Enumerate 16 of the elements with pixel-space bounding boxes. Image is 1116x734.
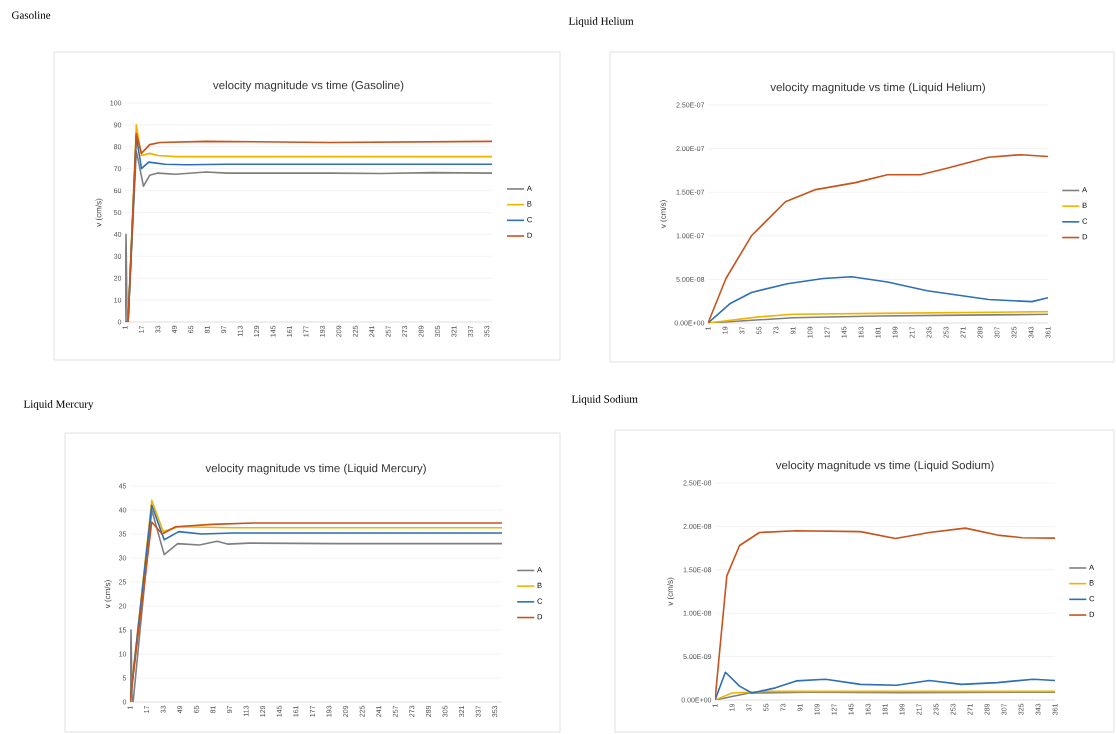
chart-title: velocity magnitude vs time (Liquid Helium) (770, 82, 985, 94)
text: Liquid Helium (568, 17, 634, 27)
text: Liquid Sodium (571, 395, 638, 405)
line-series (715, 527, 1056, 701)
line-series (708, 275, 1049, 324)
y-axis-title: v (cm/s) (104, 580, 112, 609)
line-series (715, 671, 1056, 701)
line-series (708, 153, 1049, 324)
text: Liquid Mercury (23, 400, 94, 410)
y-axis-title: v (cm/s) (95, 198, 103, 227)
text: Gasoline (11, 11, 51, 19)
chart-title: velocity magnitude vs time (Liquid Mercury) (205, 463, 426, 475)
y-axis-title: v (cm/s) (659, 200, 668, 229)
chart-title: velocity magnitude vs time (Gasoline) (213, 80, 404, 92)
chart-title: velocity magnitude vs time (Liquid Sodium) (775, 460, 994, 472)
y-axis-title: v (cm/s) (666, 577, 675, 606)
